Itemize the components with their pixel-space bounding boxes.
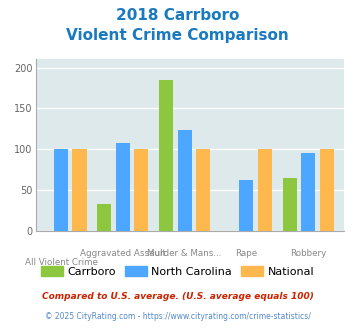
Bar (97, 204, 111, 231)
Bar (239, 180, 253, 231)
Legend: Carrboro, North Carolina, National: Carrboro, North Carolina, National (36, 261, 319, 281)
Bar (116, 143, 130, 231)
Bar (258, 149, 272, 231)
Bar (283, 178, 297, 231)
Bar (134, 149, 148, 231)
Bar (54, 149, 68, 231)
Text: All Violent Crime: All Violent Crime (24, 258, 98, 267)
Bar (301, 153, 315, 231)
Text: Aggravated Assault: Aggravated Assault (80, 249, 166, 258)
Bar (159, 80, 173, 231)
Text: 2018 Carrboro: 2018 Carrboro (116, 8, 239, 23)
Text: Rape: Rape (235, 249, 257, 258)
Bar (320, 149, 334, 231)
Bar (178, 130, 192, 231)
Text: Violent Crime Comparison: Violent Crime Comparison (66, 28, 289, 43)
Bar (196, 149, 210, 231)
Text: Compared to U.S. average. (U.S. average equals 100): Compared to U.S. average. (U.S. average … (42, 292, 313, 301)
Text: Murder & Mans...: Murder & Mans... (147, 249, 222, 258)
Bar (72, 149, 87, 231)
Text: Robbery: Robbery (290, 249, 326, 258)
Text: © 2025 CityRating.com - https://www.cityrating.com/crime-statistics/: © 2025 CityRating.com - https://www.city… (45, 312, 310, 321)
